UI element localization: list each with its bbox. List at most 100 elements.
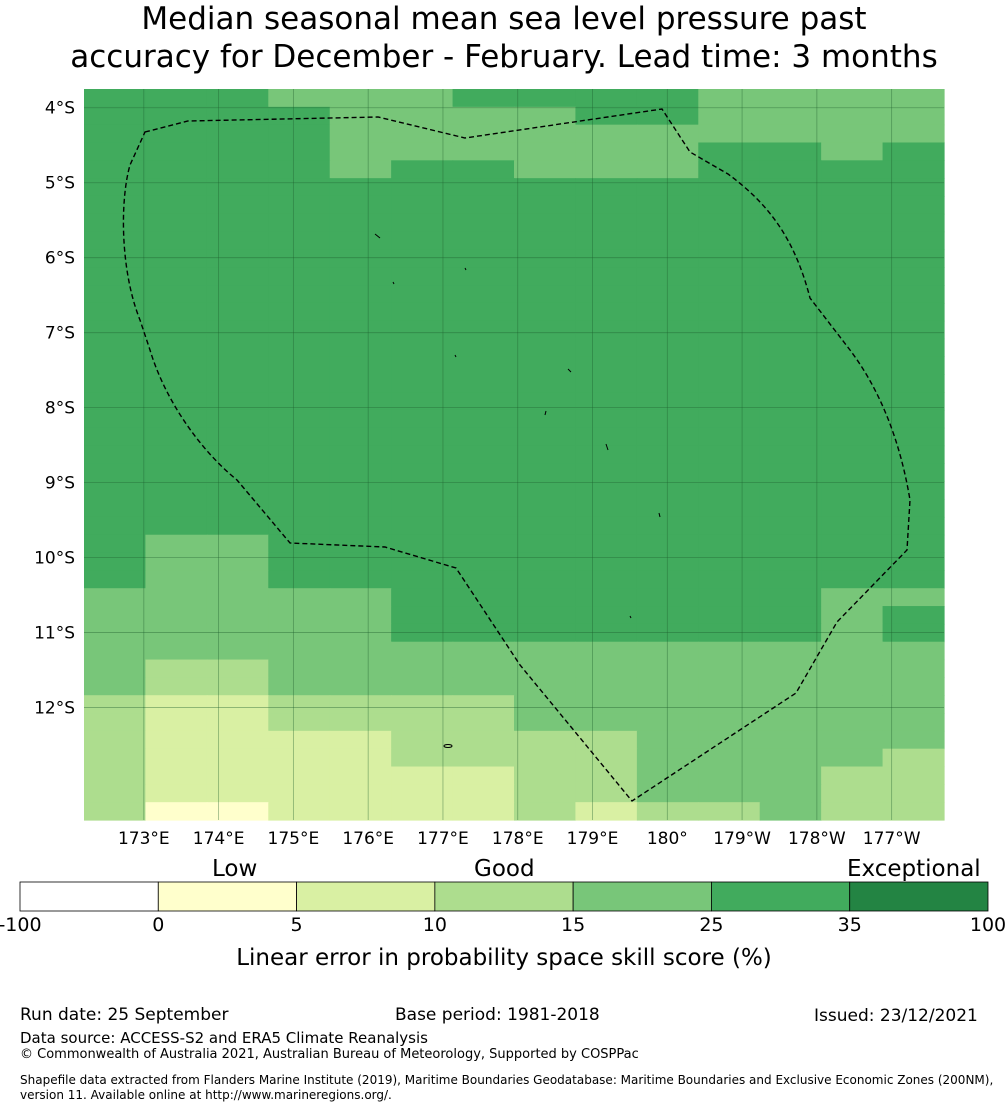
skill-cell: [268, 409, 331, 429]
skill-cell: [575, 499, 638, 518]
skill-cell: [882, 409, 945, 429]
colorbar-word-low: Low: [212, 856, 258, 882]
skill-cell: [391, 231, 454, 251]
skill-cell: [206, 195, 269, 215]
skill-cell: [391, 374, 454, 393]
skill-cell: [698, 677, 761, 696]
skill-cell: [882, 160, 945, 179]
skill-cell: [882, 659, 945, 678]
skill-cell: [391, 285, 454, 304]
skill-cell: [84, 766, 147, 785]
skill-cell: [145, 356, 208, 375]
skill-cell: [145, 695, 208, 714]
skill-cell: [329, 766, 392, 785]
skill-cell: [206, 641, 269, 661]
skill-cell: [391, 249, 454, 268]
skill-cell: [821, 516, 884, 536]
skill-cell: [698, 320, 761, 340]
skill-cell: [268, 213, 331, 233]
skill-cell: [821, 356, 884, 375]
skill-cell: [698, 623, 761, 643]
skill-cell: [206, 802, 269, 821]
skill-cell: [391, 427, 454, 447]
skill-cell: [329, 499, 392, 518]
skill-cell: [575, 124, 638, 144]
issued-date: Issued: 23/12/2021: [814, 1006, 978, 1026]
skill-cell: [452, 677, 515, 696]
skill-cell: [636, 356, 699, 375]
skill-cell: [452, 267, 515, 286]
skill-cell: [206, 623, 269, 643]
skill-cell: [759, 142, 822, 161]
skill-cell: [268, 356, 331, 375]
skill-cell: [514, 338, 577, 358]
skill-cell: [759, 730, 822, 750]
skill-cell: [329, 374, 392, 393]
skill-cell: [391, 534, 454, 554]
skill-cell: [759, 588, 822, 607]
skill-cell: [882, 338, 945, 358]
skill-cell: [698, 231, 761, 251]
skill-cell: [84, 570, 147, 589]
skill-cell: [145, 730, 208, 750]
skill-cell: [698, 445, 761, 465]
skill-cell: [145, 766, 208, 785]
skill-cell: [391, 195, 454, 215]
skill-cell: [268, 552, 331, 571]
latitude-label: 6°S: [45, 249, 75, 269]
skill-cell: [514, 178, 577, 197]
colorbar-swatch: [157, 881, 297, 912]
skill-cell: [575, 766, 638, 785]
skill-cell: [145, 570, 208, 589]
skill-cell: [329, 463, 392, 482]
skill-cell: [575, 178, 638, 197]
run-date: Run date: 25 September: [20, 1005, 229, 1025]
skill-cell: [329, 695, 392, 714]
skill-cell: [145, 178, 208, 197]
skill-cell: [759, 338, 822, 358]
skill-cell: [268, 677, 331, 696]
skill-cell: [206, 463, 269, 482]
skill-cell: [206, 695, 269, 714]
skill-cell: [84, 695, 147, 714]
skill-cell: [882, 748, 945, 768]
skill-cell: [882, 516, 945, 536]
skill-cell: [452, 748, 515, 768]
skill-cell: [575, 285, 638, 304]
skill-cell: [391, 659, 454, 678]
skill-cell: [329, 89, 392, 108]
skill-cell: [759, 195, 822, 215]
skill-cell: [882, 89, 945, 108]
skill-cell: [698, 641, 761, 661]
longitude-label: 173°E: [118, 829, 170, 849]
skill-cell: [145, 142, 208, 161]
skill-cell: [514, 374, 577, 393]
skill-cell: [452, 195, 515, 215]
skill-cell: [575, 302, 638, 322]
skill-cell: [698, 267, 761, 286]
skill-cell: [329, 588, 392, 607]
skill-cell: [636, 695, 699, 714]
skill-cell: [206, 249, 269, 268]
skill-cell: [452, 106, 515, 126]
skill-cell: [329, 213, 392, 233]
skill-cell: [698, 409, 761, 429]
skill-cell: [575, 160, 638, 179]
skill-cell: [452, 695, 515, 714]
skill-cell: [514, 730, 577, 750]
skill-cell: [84, 106, 147, 126]
skill-cell: [452, 249, 515, 268]
skill-cell: [452, 588, 515, 607]
skill-cell: [575, 695, 638, 714]
skill-cell: [514, 249, 577, 268]
skill-cell: [268, 802, 331, 821]
skill-cell: [514, 659, 577, 678]
skill-cell: [759, 302, 822, 322]
skill-cell: [636, 606, 699, 625]
skill-cell: [268, 249, 331, 268]
skill-cell: [514, 302, 577, 322]
skill-cell: [206, 534, 269, 554]
shapefile-credit-1: Shapefile data extracted from Flanders M…: [20, 1073, 994, 1087]
island: [374, 233, 381, 239]
skill-cell: [391, 392, 454, 411]
